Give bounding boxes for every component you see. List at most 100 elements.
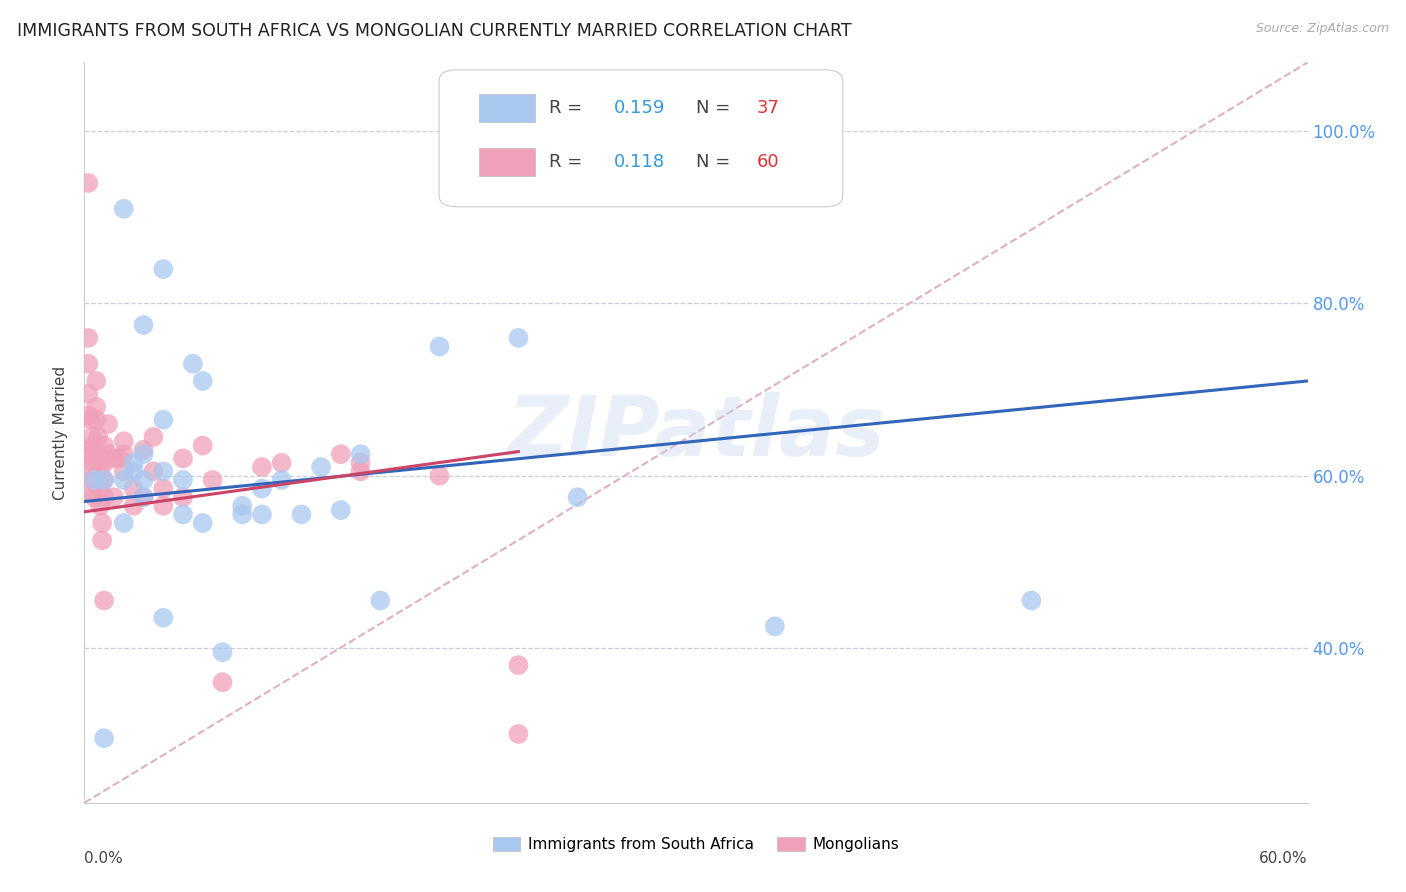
Point [83,456,105,470]
Point [77,331,100,345]
Point [763,619,786,633]
Point [91,516,114,530]
Point [83,490,105,504]
Point [89,499,111,513]
Point [112,516,135,530]
Text: IMMIGRANTS FROM SOUTH AFRICA VS MONGOLIAN CURRENTLY MARRIED CORRELATION CHART: IMMIGRANTS FROM SOUTH AFRICA VS MONGOLIA… [17,22,852,40]
Text: Source: ZipAtlas.com: Source: ZipAtlas.com [1256,22,1389,36]
Point [250,482,273,496]
Point [83,473,105,487]
Point [181,357,204,371]
Point [142,430,165,444]
Point [508,658,530,673]
Point [270,456,292,470]
Point [309,460,332,475]
Text: 37: 37 [758,99,780,118]
Point [132,490,155,504]
Point [122,456,145,470]
Point [270,473,292,487]
Point [83,473,105,487]
Point [93,473,115,487]
Point [201,473,224,487]
Point [87,447,110,461]
Point [82,486,104,500]
Point [82,447,104,461]
Point [152,464,174,478]
Text: R =: R = [550,153,588,170]
Point [250,508,273,522]
Point [368,593,391,607]
Point [1021,593,1043,607]
Point [172,451,194,466]
Point [152,262,174,277]
Point [349,464,371,478]
Point [191,438,214,452]
Point [191,516,214,530]
Point [77,409,100,423]
FancyBboxPatch shape [439,70,842,207]
Point [152,482,174,496]
Point [112,202,135,216]
Point [112,473,135,487]
Point [103,451,125,466]
Point [429,468,451,483]
Point [84,413,107,427]
Point [108,451,131,466]
Point [122,499,145,513]
Point [349,456,371,470]
Point [508,331,530,345]
Point [79,413,101,427]
Bar [479,147,534,176]
Text: 0.0%: 0.0% [84,851,124,866]
Point [429,339,451,353]
Point [93,731,115,746]
Point [77,176,100,190]
Point [122,464,145,478]
Point [132,490,155,504]
Bar [479,95,534,122]
Point [132,442,155,457]
Point [172,473,194,487]
Point [211,645,233,659]
Text: 0.118: 0.118 [614,153,665,170]
Point [152,610,174,624]
Point [89,464,111,478]
Point [211,675,233,690]
Point [231,499,253,513]
Point [93,473,115,487]
Point [93,456,115,470]
Point [132,447,155,461]
Point [83,438,105,452]
Point [112,447,135,461]
Point [112,464,135,478]
Point [142,464,165,478]
Text: R =: R = [550,99,588,118]
Point [122,482,145,496]
Y-axis label: Currently Married: Currently Married [53,366,69,500]
Point [84,400,107,414]
Point [89,482,111,496]
Text: 60: 60 [758,153,780,170]
Point [112,434,135,449]
Point [132,318,155,332]
Text: N =: N = [696,153,735,170]
Point [97,447,120,461]
Point [567,490,589,504]
Point [77,387,100,401]
Point [82,473,104,487]
Point [93,593,115,607]
Legend: Immigrants from South Africa, Mongolians: Immigrants from South Africa, Mongolians [486,830,905,858]
Point [349,447,371,461]
Point [87,430,110,444]
Point [508,727,530,741]
Point [172,508,194,522]
Point [93,438,115,452]
Point [77,357,100,371]
Point [152,499,174,513]
Point [132,473,155,487]
Text: 0.159: 0.159 [614,99,665,118]
Point [79,442,101,457]
Point [231,508,253,522]
Point [82,430,104,444]
Text: N =: N = [696,99,735,118]
